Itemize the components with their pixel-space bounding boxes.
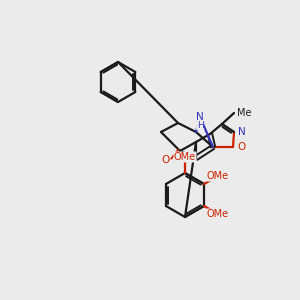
Text: O: O [161, 155, 169, 165]
Text: OMe: OMe [207, 209, 229, 219]
Text: O: O [237, 142, 245, 152]
Text: N: N [196, 112, 204, 122]
Text: OMe: OMe [207, 171, 229, 181]
Text: H: H [196, 121, 203, 130]
Text: N: N [238, 127, 246, 137]
Text: OMe: OMe [174, 152, 196, 162]
Text: Me: Me [237, 108, 251, 118]
